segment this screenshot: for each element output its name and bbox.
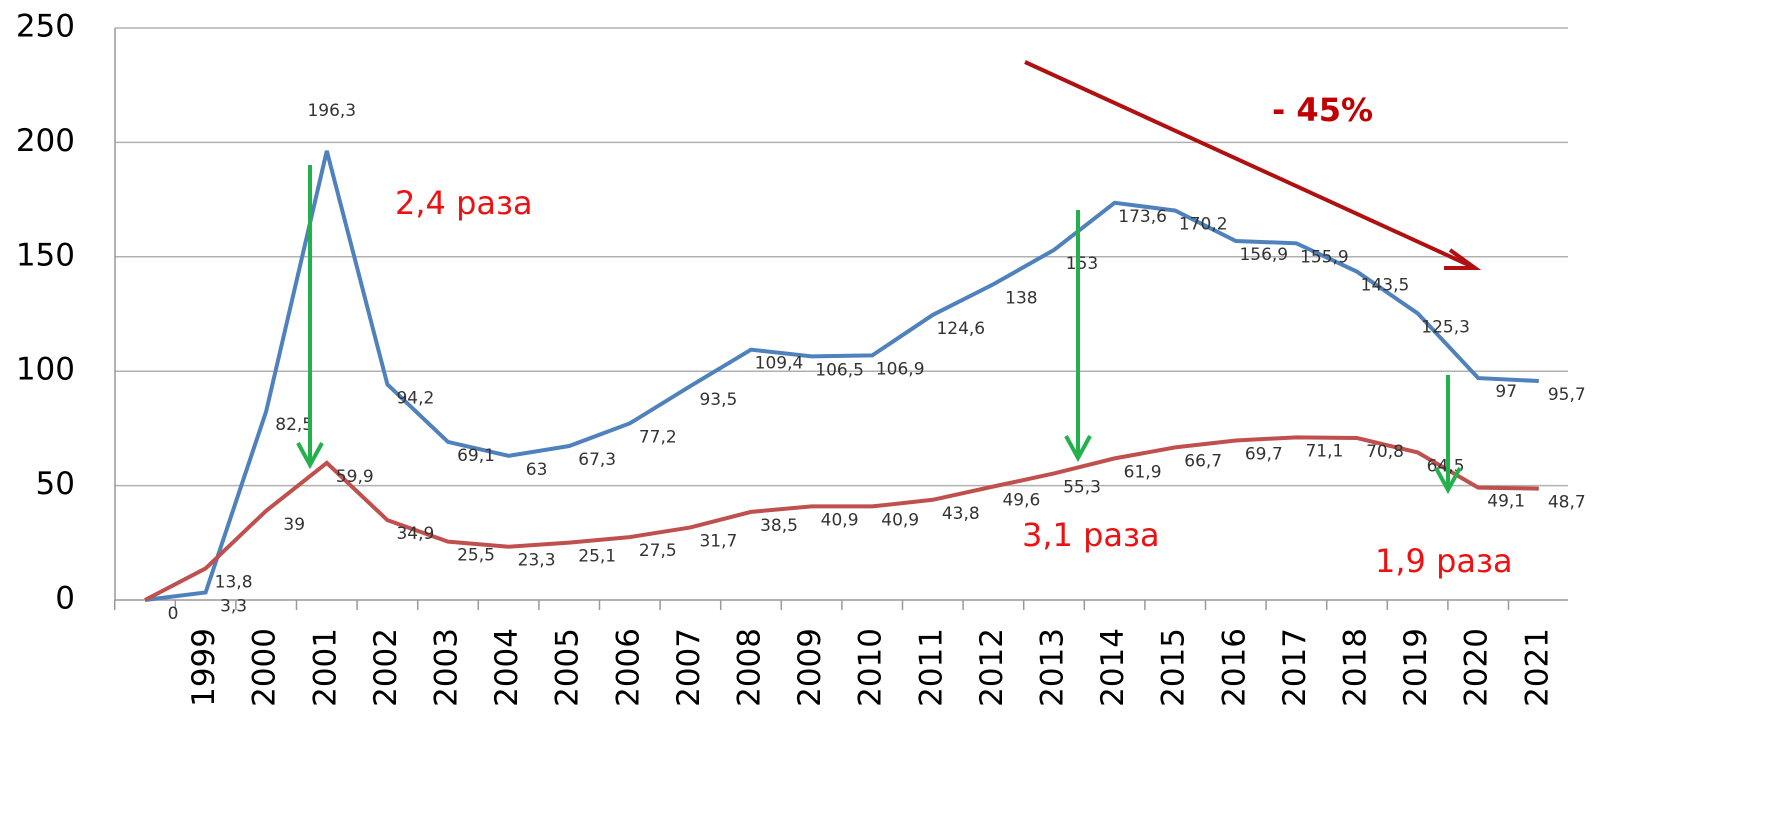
data-label: 67,3: [578, 450, 616, 470]
x-tick-label: 2007: [671, 628, 707, 707]
annotation: - 45%: [1272, 91, 1373, 129]
x-tick-label: 2015: [1156, 628, 1192, 707]
data-label: 109,4: [755, 354, 804, 374]
data-label: 43,8: [942, 504, 980, 524]
arrow-head: [1434, 467, 1462, 495]
data-label: 61,9: [1124, 462, 1162, 482]
data-label: 38,5: [760, 516, 798, 536]
data-label: 69,1: [457, 446, 495, 466]
plot: 0 50 100 150 200 250 1999 2000 2001 2002 2003 2004 2…: [16, 9, 1586, 707]
data-label: 106,9: [876, 359, 925, 379]
annotation: 2,4 раза: [395, 184, 533, 222]
data-label: 93,5: [699, 390, 737, 410]
data-label: 71,1: [1305, 441, 1343, 461]
data-label: 95,7: [1548, 385, 1586, 405]
data-label: 0: [168, 604, 179, 624]
data-label: 49,6: [1002, 491, 1040, 511]
data-label: 55,3: [1063, 477, 1101, 497]
x-tick-label: 2005: [550, 628, 586, 707]
data-label: 13,8: [215, 572, 253, 592]
data-label: 173,6: [1118, 207, 1167, 227]
x-tick-label: 2008: [732, 628, 768, 707]
data-label: 77,2: [639, 427, 677, 447]
data-label: 3,3: [220, 596, 247, 616]
data-label: 39: [283, 515, 305, 535]
data-label: 69,7: [1245, 445, 1283, 465]
data-label: 170,2: [1179, 215, 1228, 235]
data-label: 27,5: [639, 541, 677, 561]
x-tick-label: 2003: [429, 628, 465, 707]
data-label: 155,9: [1300, 247, 1349, 267]
data-label: 70,8: [1366, 442, 1404, 462]
x-tick-label: 2018: [1338, 628, 1374, 707]
y-tick-label: 100: [16, 352, 75, 388]
data-label: 156,9: [1239, 245, 1288, 265]
x-tick-label: 2002: [368, 628, 404, 707]
data-label: 94,2: [396, 388, 434, 408]
data-label: 49,1: [1487, 492, 1525, 512]
data-label: 97: [1495, 382, 1517, 402]
x-tick-label: 2020: [1459, 628, 1495, 707]
data-label: 40,9: [821, 510, 859, 530]
data-label: 106,5: [815, 360, 864, 380]
arrow-head: [1064, 435, 1092, 463]
data-label: 31,7: [699, 531, 737, 551]
data-label: 23,3: [518, 551, 556, 571]
y-tick-label: 0: [55, 581, 75, 617]
x-tick-label: 1999: [186, 628, 222, 707]
x-tick-label: 2014: [1095, 628, 1131, 707]
arrow-head: [1444, 248, 1482, 270]
y-tick-label: 150: [16, 237, 75, 273]
x-tick-label: 2000: [247, 628, 283, 707]
x-tick-label: 2021: [1519, 628, 1555, 707]
y-tick-label: 250: [16, 9, 75, 45]
data-label: 138: [1005, 288, 1037, 308]
x-tick-label: 2012: [974, 628, 1010, 707]
data-label: 63: [526, 460, 548, 480]
data-label: 125,3: [1421, 317, 1470, 337]
data-label: 66,7: [1184, 451, 1222, 471]
annotation: 3,1 раза: [1022, 516, 1160, 554]
data-label: 34,9: [396, 524, 434, 544]
y-tick-label: 200: [16, 123, 75, 159]
line: [144, 435, 1539, 602]
data-label: 40,9: [881, 510, 919, 530]
data-label: 82,5: [275, 415, 313, 435]
data-label: 25,5: [457, 546, 495, 566]
x-tick-label: 2011: [913, 628, 949, 707]
data-label: 48,7: [1548, 493, 1586, 513]
arrow-head: [296, 442, 324, 470]
x-tick-label: 2017: [1277, 628, 1313, 707]
data-label: 143,5: [1361, 276, 1410, 296]
x-tick-label: 2001: [307, 628, 343, 707]
arrows: [296, 60, 1482, 495]
data-label: 196,3: [307, 101, 356, 121]
data-label: 153: [1066, 254, 1098, 274]
data-label: 59,9: [336, 467, 374, 487]
line: [144, 150, 1539, 602]
data-label: 124,6: [936, 319, 985, 339]
x-tick-label: 2004: [489, 628, 525, 707]
x-tick-label: 2013: [1035, 628, 1071, 707]
x-tick-label: 2010: [853, 628, 889, 707]
x-tick-label: 2006: [610, 628, 646, 707]
annotation: 1,9 раза: [1375, 542, 1513, 580]
x-tick-label: 2009: [792, 628, 828, 707]
x-tick-label: 2016: [1216, 628, 1252, 707]
x-tick-label: 2019: [1398, 628, 1434, 707]
y-tick-label: 50: [36, 466, 75, 502]
trend-arrow: [1024, 60, 1474, 269]
data-label: 25,1: [578, 547, 616, 567]
